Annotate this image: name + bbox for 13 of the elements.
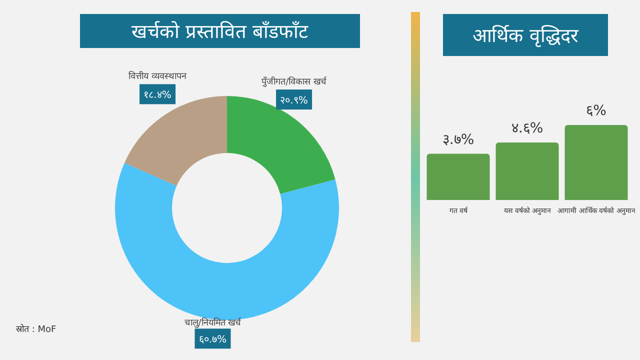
chart-title: आर्थिक वृद्धिदर bbox=[443, 14, 608, 56]
slice-label: चालु/नियमित खर्च bbox=[184, 316, 242, 329]
data-label: ६% bbox=[586, 103, 606, 119]
data-label: २०.९% bbox=[280, 96, 308, 107]
data-label: १८.४% bbox=[144, 90, 172, 102]
data-label: ६०.७% bbox=[198, 334, 227, 346]
data-label: ४.६% bbox=[511, 120, 544, 136]
chart-title: खर्चको प्रस्तावित बाँडफाँट bbox=[80, 14, 360, 48]
donut-slice bbox=[227, 96, 336, 194]
data-label: ३.७% bbox=[442, 132, 474, 148]
slice-label: वित्तीय व्यवस्थापन bbox=[128, 70, 188, 82]
text: स्रोत : MoF bbox=[16, 323, 56, 335]
slice-label: पुँजीगत/विकास खर्च bbox=[262, 76, 328, 88]
